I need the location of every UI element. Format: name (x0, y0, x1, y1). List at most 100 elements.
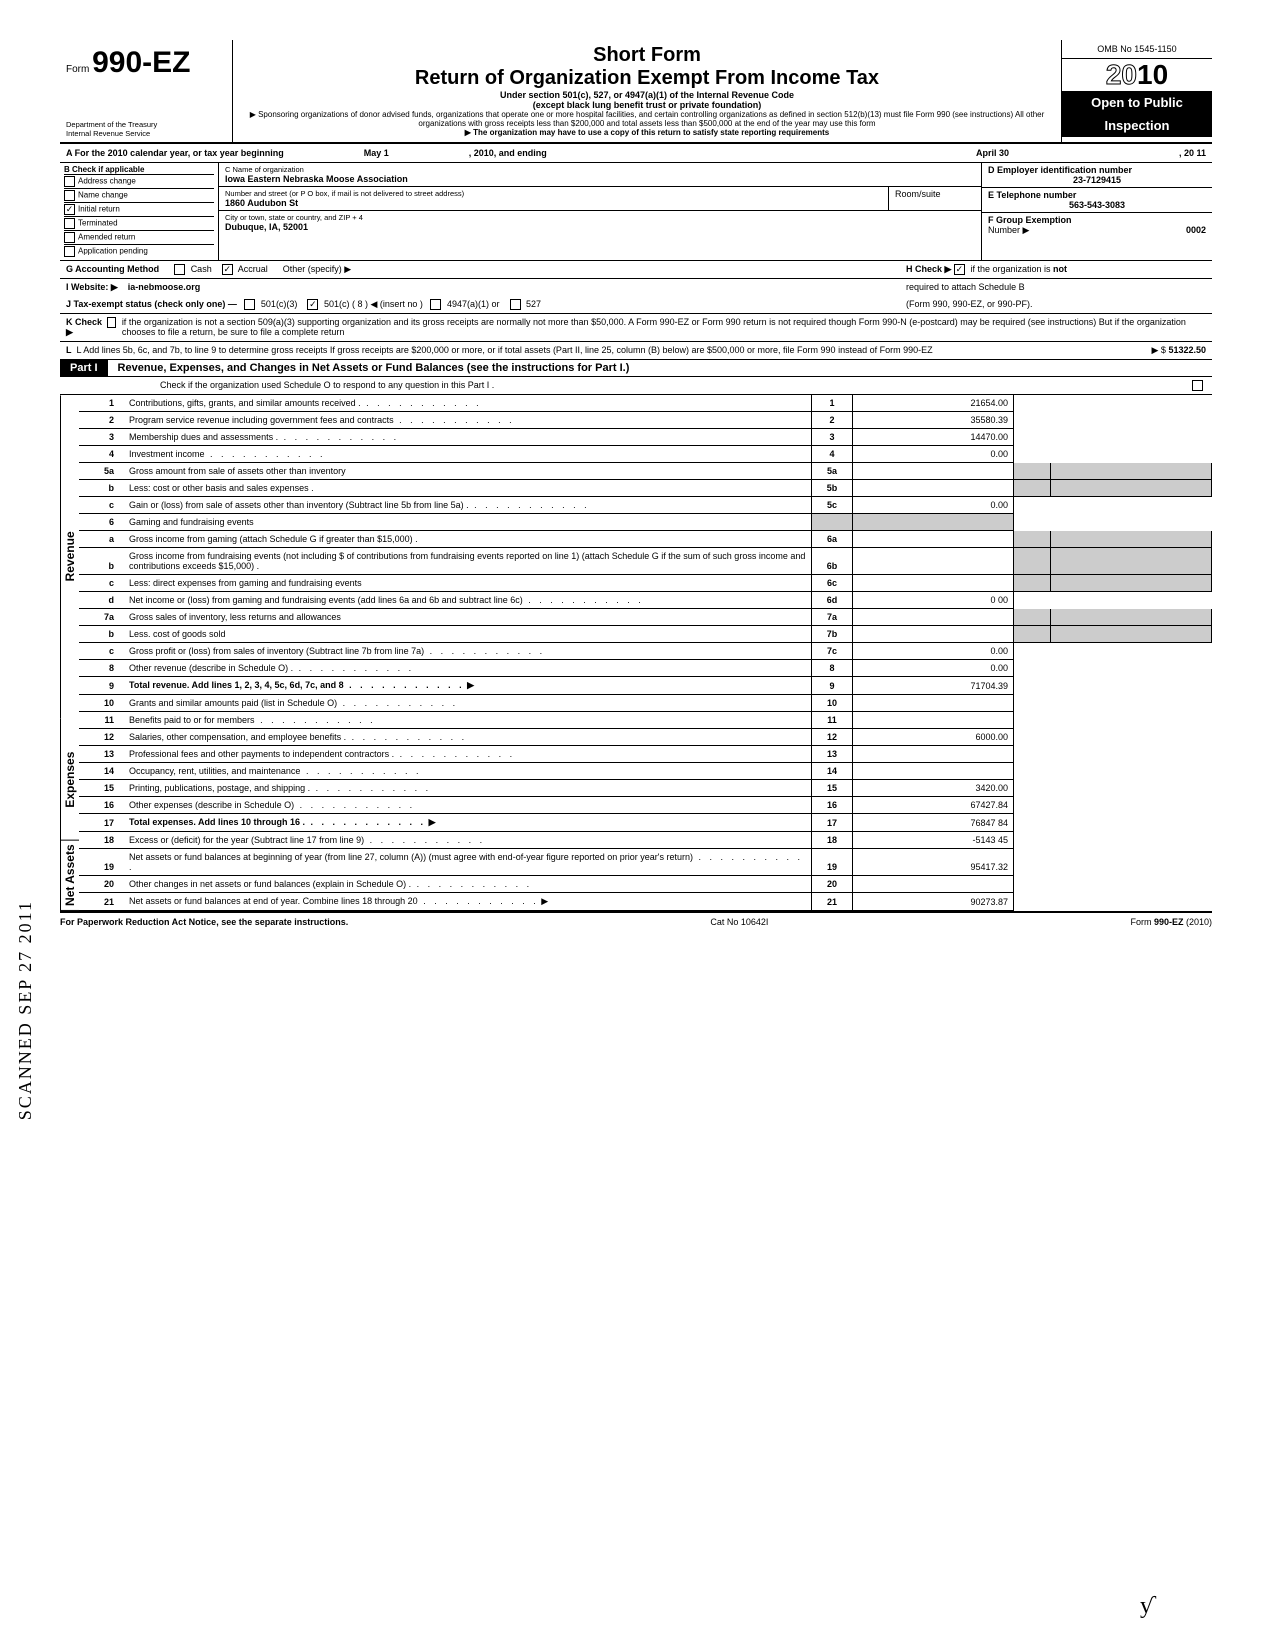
b-checkbox[interactable] (64, 218, 75, 229)
l-arrow: ▶ $ (1152, 345, 1166, 355)
line-subrow: bGross income from fundraising events (n… (79, 548, 1212, 575)
b-opt-label: Initial return (78, 205, 120, 214)
line-value: 0 00 (853, 592, 1014, 609)
line-text: Printing, publications, postage, and shi… (124, 780, 812, 797)
line-row: 9Total revenue. Add lines 1, 2, 3, 4, 5c… (79, 677, 1212, 695)
j-4947-check[interactable] (430, 299, 441, 310)
b-checkbox[interactable] (64, 190, 75, 201)
side-netassets: Net Assets (60, 840, 79, 911)
line-num: b (79, 480, 124, 497)
b-opt-label: Address change (78, 177, 136, 186)
title1: Short Form (243, 44, 1051, 67)
k-check[interactable] (107, 317, 117, 328)
initials-mark: ƴ (1140, 1593, 1152, 1620)
line-row: 2Program service revenue including gover… (79, 412, 1212, 429)
line-subrow: 7aGross sales of inventory, less returns… (79, 609, 1212, 626)
line-sub: 7a (812, 609, 853, 626)
line-num: 16 (79, 797, 124, 814)
line-text: Net assets or fund balances at end of ye… (124, 893, 812, 911)
line-text: Other revenue (describe in Schedule O) .… (124, 660, 812, 677)
line-sub: 6c (812, 575, 853, 592)
line-num: 21 (79, 893, 124, 911)
line-num: 14 (79, 763, 124, 780)
line-num: c (79, 497, 124, 514)
j-527-check[interactable] (510, 299, 521, 310)
line-text: Gaming and fundraising events (124, 514, 812, 531)
g-cash-check[interactable] (174, 264, 185, 275)
b-opt-row: Application pending (64, 244, 214, 258)
city-value: Dubuque, IA, 52001 (225, 222, 975, 232)
line-row: dNet income or (loss) from gaming and fu… (79, 592, 1212, 609)
h-text: if the organization is not (970, 264, 1067, 274)
line-text: Gross amount from sale of assets other t… (124, 463, 812, 480)
line-value: 67427.84 (853, 797, 1014, 814)
line-numcol: 6d (812, 592, 853, 609)
line-value: 21654.00 (853, 395, 1014, 412)
form-header: Form 990-EZ Department of the Treasury I… (60, 40, 1212, 144)
line-text: Gross income from fundraising events (no… (124, 548, 812, 575)
g-accrual-check[interactable] (222, 264, 233, 275)
line-row: 18Excess or (deficit) for the year (Subt… (79, 832, 1212, 849)
d-label: D Employer identification number (988, 165, 1206, 175)
part1-check: Check if the organization used Schedule … (60, 377, 1212, 395)
side-revenue: Revenue (60, 395, 79, 718)
footer-right: Form 990-EZ (2010) (1130, 917, 1212, 927)
line-value (853, 746, 1014, 763)
line-num: 7a (79, 609, 124, 626)
line-row: 17Total expenses. Add lines 10 through 1… (79, 814, 1212, 832)
line-subval (853, 548, 1014, 575)
line-subrow: aGross income from gaming (attach Schedu… (79, 531, 1212, 548)
line-l: L L Add lines 5b, 6c, and 7b, to line 9 … (60, 342, 1212, 360)
line-value (853, 712, 1014, 729)
line-value: 90273.87 (853, 893, 1014, 911)
j-501c3-check[interactable] (244, 299, 255, 310)
line-num: d (79, 592, 124, 609)
b-checkbox[interactable] (64, 204, 75, 215)
line-i: I Website: ▶ ia-nebmoose.org required to… (60, 279, 1212, 296)
year-box: 2010 (1062, 59, 1212, 91)
line-value (853, 876, 1014, 893)
line-subval (853, 575, 1014, 592)
scanned-stamp: SCANNED SEP 27 2011 (15, 900, 36, 1120)
line-numcol: 13 (812, 746, 853, 763)
line-numcol: 18 (812, 832, 853, 849)
part1-checkbox[interactable] (1192, 380, 1203, 391)
line-numcol: 5c (812, 497, 853, 514)
b-checkbox[interactable] (64, 232, 75, 243)
line-value: 0.00 (853, 446, 1014, 463)
line-num: 3 (79, 429, 124, 446)
h-check[interactable] (954, 264, 965, 275)
line-numcol (812, 514, 853, 531)
page-footer: For Paperwork Reduction Act Notice, see … (60, 913, 1212, 927)
line-num: 8 (79, 660, 124, 677)
line-value: 0.00 (853, 660, 1014, 677)
line-num: 6 (79, 514, 124, 531)
a-endyear: , 20 11 (1179, 148, 1206, 158)
line-row: 10Grants and similar amounts paid (list … (79, 695, 1212, 712)
b-opt-label: Terminated (78, 219, 118, 228)
b-checkbox[interactable] (64, 176, 75, 187)
a-mid: , 2010, and ending (469, 148, 547, 158)
j-501c-check[interactable] (307, 299, 318, 310)
line-text: Less: cost or other basis and sales expe… (124, 480, 812, 497)
j-501c3: 501(c)(3) (261, 299, 298, 309)
line-value (853, 695, 1014, 712)
b-checkbox[interactable] (64, 246, 75, 257)
line-row: 20Other changes in net assets or fund ba… (79, 876, 1212, 893)
line-text: Gross profit or (loss) from sales of inv… (124, 643, 812, 660)
line-value: 95417.32 (853, 849, 1014, 876)
a-end: April 30 (976, 148, 1009, 158)
line-num: 15 (79, 780, 124, 797)
line-value (1051, 609, 1212, 626)
l-text: L Add lines 5b, 6c, and 7b, to line 9 to… (77, 345, 933, 355)
open-public: Open to Public (1062, 91, 1212, 114)
side-expenses: Expenses (60, 719, 79, 841)
line-numcol: 16 (812, 797, 853, 814)
line-text: Total revenue. Add lines 1, 2, 3, 4, 5c,… (124, 677, 812, 695)
line-row: cGain or (loss) from sale of assets othe… (79, 497, 1212, 514)
line-row: 19Net assets or fund balances at beginni… (79, 849, 1212, 876)
line-numcol: 2 (812, 412, 853, 429)
line-row: 16Other expenses (describe in Schedule O… (79, 797, 1212, 814)
e-value: 563-543-3083 (988, 200, 1206, 210)
line-value (1051, 548, 1212, 575)
